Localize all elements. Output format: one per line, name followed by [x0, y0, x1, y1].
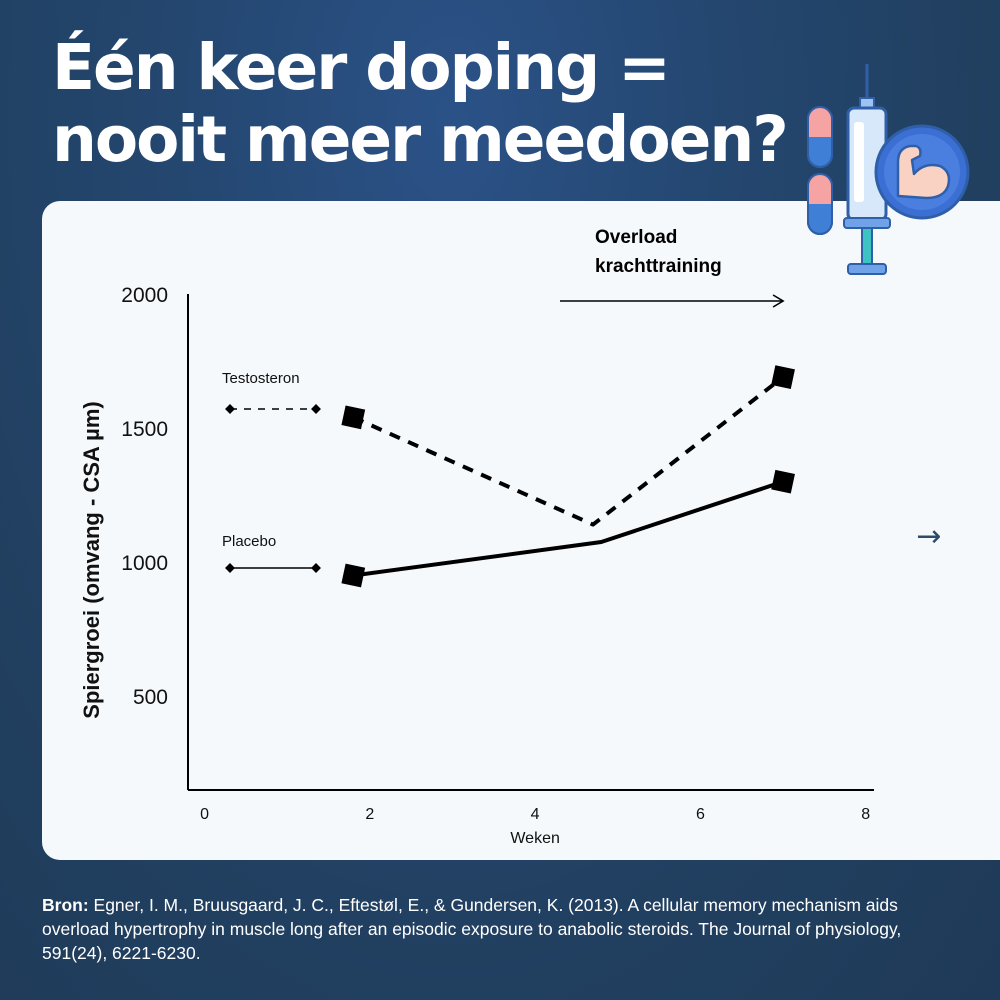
chart-legend: Testosteron Placebo — [222, 370, 321, 573]
x-tick-label: 8 — [861, 806, 870, 823]
chart-series — [341, 365, 795, 588]
legend-marker-placebo — [311, 563, 321, 573]
muscle-arm-icon — [874, 124, 970, 220]
source-citation: Bron: Egner, I. M., Bruusgaard, J. C., E… — [42, 893, 962, 965]
y-tick-label: 1000 — [121, 552, 168, 575]
doping-syringe-muscle-icon — [800, 62, 980, 282]
annotation-label-line-2: krachttraining — [595, 256, 722, 277]
x-tick-label: 2 — [365, 806, 374, 823]
title-line-1: Één keer doping = — [52, 31, 671, 104]
line-chart: 500 1000 1500 2000 0 2 4 6 8 Weken Spiergroei (omv… — [79, 227, 874, 847]
chart-card: 500 1000 1500 2000 0 2 4 6 8 Weken Spiergroei (omv… — [42, 201, 1000, 860]
next-arrow-button[interactable]: → — [912, 520, 946, 554]
annotation-arrow-head — [772, 294, 785, 308]
x-axis-label: Weken — [510, 830, 560, 847]
title-line-2: nooit meer meedoen? — [52, 103, 789, 176]
legend-marker-testosteron — [311, 404, 321, 414]
x-tick-label: 6 — [696, 806, 705, 823]
chart-ticks: 500 1000 1500 2000 0 2 4 6 8 Weken Spiergroei (omv… — [79, 284, 870, 847]
data-point-placebo — [771, 469, 795, 494]
source-label: Bron: — [42, 895, 89, 915]
series-line-testosteron — [352, 375, 785, 527]
chart-annotation: Overload krachttraining — [559, 227, 785, 308]
y-tick-label: 500 — [133, 686, 168, 709]
x-tick-label: 4 — [531, 806, 540, 823]
annotation-label-line-1: Overload — [595, 227, 677, 248]
y-tick-label: 2000 — [121, 284, 168, 307]
legend-marker-placebo — [225, 563, 235, 573]
y-axis-label: Spiergroei (omvang - CSA µm) — [79, 401, 104, 718]
source-text: Egner, I. M., Bruusgaard, J. C., Eftestø… — [42, 895, 902, 963]
legend-marker-testosteron — [225, 404, 235, 414]
chart-axes — [187, 294, 874, 791]
syringe-icon — [843, 64, 891, 275]
pill-icon — [807, 173, 833, 235]
legend-label-placebo: Placebo — [222, 533, 276, 550]
data-point-placebo — [341, 563, 366, 588]
x-tick-label: 0 — [200, 806, 209, 823]
data-point-testosteron — [771, 365, 795, 389]
series-line-placebo — [353, 479, 784, 578]
data-point-testosteron — [341, 405, 366, 430]
y-tick-label: 1500 — [121, 418, 168, 441]
arrow-right-icon: → — [916, 519, 942, 554]
page-title: Één keer doping = nooit meer meedoen? — [52, 31, 789, 176]
legend-label-testosteron: Testosteron — [222, 370, 300, 387]
pill-icon — [807, 106, 833, 168]
